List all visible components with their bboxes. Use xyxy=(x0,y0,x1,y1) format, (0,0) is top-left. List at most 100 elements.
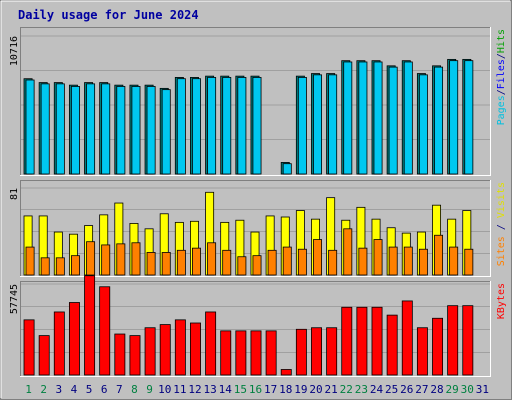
right-axis-legend: Sites / Visits xyxy=(496,182,507,266)
legend-entry: Hits xyxy=(496,29,507,53)
bar-kbytes-day-17 xyxy=(265,330,277,376)
x-tick-label: 7 xyxy=(116,383,123,396)
x-tick-label: 17 xyxy=(264,383,277,396)
bar-pages-day-1 xyxy=(25,79,35,175)
x-tick-label: 9 xyxy=(146,383,153,396)
x-tick-label: 15 xyxy=(234,383,247,396)
x-tick-label: 13 xyxy=(203,383,216,396)
bar-pages-day-26 xyxy=(403,61,413,175)
bar-sites-day-19 xyxy=(297,248,307,276)
bar-kbytes-day-30 xyxy=(462,305,474,376)
bar-kbytes-day-6 xyxy=(99,286,111,376)
bar-kbytes-day-20 xyxy=(311,327,322,376)
bar-pages-day-7 xyxy=(116,86,126,175)
bar-pages-day-16 xyxy=(252,77,262,175)
bar-kbytes-day-28 xyxy=(432,317,444,376)
bar-kbytes-day-8 xyxy=(129,335,141,376)
bar-kbytes-day-24 xyxy=(371,306,383,376)
y-max-label: 81 xyxy=(9,188,20,200)
legend-entry: Sites xyxy=(496,236,507,266)
bar-kbytes-day-16 xyxy=(250,330,262,376)
y-max-label: 57745 xyxy=(9,284,20,314)
bar-kbytes-day-7 xyxy=(114,333,126,376)
bar-sites-day-27 xyxy=(418,248,428,276)
bar-pages-day-14 xyxy=(222,77,232,175)
bar-pages-day-24 xyxy=(373,61,383,175)
legend-entry: Files xyxy=(496,59,507,89)
bar-sites-day-22 xyxy=(343,228,353,276)
bar-kbytes-day-3 xyxy=(53,311,65,376)
x-tick-label: 29 xyxy=(446,383,459,396)
y-max-label: 10716 xyxy=(9,36,20,66)
bar-kbytes-day-19 xyxy=(295,328,307,376)
bar-pages-day-11 xyxy=(176,78,186,175)
x-tick-label: 14 xyxy=(219,383,233,396)
bar-pages-day-4 xyxy=(70,86,80,175)
bar-pages-day-21 xyxy=(328,74,338,175)
series-pages xyxy=(25,60,474,175)
x-tick-label: 4 xyxy=(71,383,78,396)
bar-kbytes-day-12 xyxy=(190,322,201,376)
bar-sites-day-16 xyxy=(252,255,262,276)
bar-sites-day-11 xyxy=(176,249,186,276)
x-tick-label: 11 xyxy=(173,383,186,396)
x-tick-label: 1 xyxy=(25,383,32,396)
bar-pages-day-6 xyxy=(101,83,111,175)
bar-sites-day-21 xyxy=(328,249,338,276)
bar-pages-day-8 xyxy=(131,86,141,175)
bar-pages-day-28 xyxy=(434,66,444,175)
bar-kbytes-day-27 xyxy=(416,327,428,376)
x-tick-label: 5 xyxy=(86,383,93,396)
bar-kbytes-day-18 xyxy=(280,369,292,376)
bar-kbytes-day-5 xyxy=(84,275,96,376)
bar-kbytes-day-25 xyxy=(386,314,398,376)
bar-pages-day-13 xyxy=(207,77,217,175)
x-tick-label: 8 xyxy=(131,383,138,396)
bar-pages-day-30 xyxy=(464,60,474,175)
bar-kbytes-day-15 xyxy=(235,330,247,376)
bar-kbytes-day-4 xyxy=(68,302,80,376)
bar-pages-day-29 xyxy=(449,60,459,175)
bar-kbytes-day-11 xyxy=(174,319,186,376)
x-tick-label: 24 xyxy=(370,383,384,396)
bar-sites-day-29 xyxy=(449,246,459,276)
x-tick-label: 20 xyxy=(309,383,322,396)
bar-pages-day-22 xyxy=(343,61,353,175)
x-tick-label: 3 xyxy=(56,383,63,396)
bar-sites-day-18 xyxy=(282,246,292,276)
bar-pages-day-9 xyxy=(146,86,156,175)
bar-pages-day-2 xyxy=(40,83,50,175)
x-tick-label: 12 xyxy=(188,383,201,396)
legend-entry: KBytes xyxy=(496,283,507,319)
chart-title: Daily usage for June 2024 xyxy=(18,8,199,22)
bar-sites-day-3 xyxy=(55,257,65,276)
bar-sites-day-28 xyxy=(434,234,444,276)
bar-sites-day-14 xyxy=(222,249,232,276)
bar-pages-day-19 xyxy=(297,77,307,175)
bar-kbytes-day-21 xyxy=(326,327,338,376)
x-tick-label: 10 xyxy=(158,383,171,396)
x-tick-label: 21 xyxy=(325,383,338,396)
bar-sites-day-15 xyxy=(237,256,247,276)
bar-pages-day-25 xyxy=(388,66,398,175)
bar-kbytes-day-9 xyxy=(144,327,156,376)
panel-visits: 81 Sites / Visits xyxy=(9,180,507,277)
x-tick-label: 23 xyxy=(355,383,368,396)
bar-pages-day-5 xyxy=(86,83,96,175)
bar-sites-day-25 xyxy=(388,246,398,276)
x-tick-label: 18 xyxy=(279,383,292,396)
bar-pages-day-23 xyxy=(358,61,368,175)
bar-kbytes-day-23 xyxy=(356,306,368,376)
bar-sites-day-5 xyxy=(86,241,96,276)
bar-sites-day-30 xyxy=(464,248,474,276)
legend-entry: Pages xyxy=(496,95,507,125)
x-tick-label: 31 xyxy=(476,383,489,396)
bar-sites-day-17 xyxy=(267,249,277,276)
bar-sites-day-26 xyxy=(403,246,413,276)
x-axis-labels: 1 2 3 4 5 6 7 8 9 10 11 12 13 14 15 16 17 18 19 20 21 22 23 24 2… xyxy=(25,383,489,396)
x-tick-label: 25 xyxy=(385,383,398,396)
series-kbytes xyxy=(23,275,474,376)
bar-sites-day-10 xyxy=(161,252,171,276)
x-tick-label: 28 xyxy=(430,383,443,396)
bar-kbytes-day-10 xyxy=(159,324,171,376)
